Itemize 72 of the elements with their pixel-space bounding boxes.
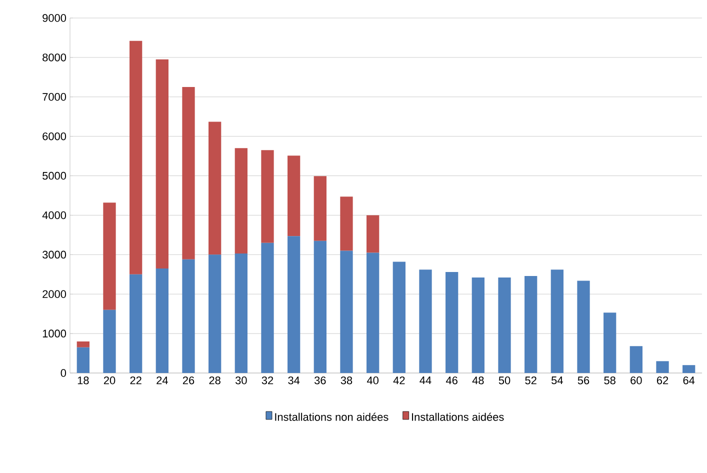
bar <box>314 176 326 241</box>
bar <box>366 215 380 253</box>
bar <box>261 150 274 243</box>
x-tick-label: 26 <box>182 376 194 384</box>
bar <box>340 250 353 373</box>
x-tick-label: 38 <box>340 376 352 384</box>
x-tick-label: 44 <box>420 376 432 384</box>
bar <box>103 202 116 310</box>
x-tick-label: 60 <box>630 376 642 384</box>
x-tick-label: 32 <box>262 376 274 384</box>
bar <box>682 365 696 373</box>
x-tick-label: 52 <box>525 376 536 384</box>
bar <box>156 268 168 373</box>
x-tick-label: 18 <box>78 376 89 384</box>
bar <box>604 312 616 373</box>
y-tick-label: 7000 <box>42 93 66 101</box>
x-tick-label: 20 <box>104 376 116 384</box>
bar <box>524 276 538 373</box>
x-tick-label: 56 <box>578 376 590 384</box>
x-tick-label: 22 <box>130 376 142 384</box>
bar <box>234 253 248 373</box>
y-tick-label: 8000 <box>42 54 66 62</box>
y-tick-label: 4000 <box>42 211 66 220</box>
bar <box>340 196 353 251</box>
bar <box>182 87 195 260</box>
y-tick-label: 6000 <box>42 132 66 140</box>
bar <box>314 240 326 373</box>
bar <box>130 40 142 274</box>
legend-label: Installations non aidées <box>275 412 388 421</box>
bar <box>76 341 90 348</box>
bar <box>656 361 669 373</box>
y-tick-label: 3000 <box>42 250 66 259</box>
x-tick-label: 40 <box>366 376 378 384</box>
x-tick-label: 42 <box>393 376 405 384</box>
x-tick-label: 34 <box>288 376 300 384</box>
bar <box>288 236 300 373</box>
bar <box>288 156 300 236</box>
bar <box>156 59 168 268</box>
x-tick-label: 24 <box>156 376 168 384</box>
bar <box>498 278 511 373</box>
bar <box>577 280 590 373</box>
x-tick-label: 36 <box>314 376 326 384</box>
x-tick-label: 54 <box>552 376 563 384</box>
bar <box>550 270 564 373</box>
bar <box>103 310 116 373</box>
bar <box>130 274 142 373</box>
y-tick-label: 0 <box>60 369 66 377</box>
x-tick-label: 28 <box>209 376 220 384</box>
bar <box>472 278 484 373</box>
bar <box>182 259 195 373</box>
y-tick-label: 1000 <box>42 330 66 338</box>
y-tick-label: 9000 <box>42 14 66 22</box>
x-tick-label: 30 <box>235 376 247 384</box>
y-tick-label: 2000 <box>42 290 66 298</box>
y-tick-label: 5000 <box>42 172 66 180</box>
bar <box>208 254 222 373</box>
bar <box>76 347 90 373</box>
bar <box>392 262 406 373</box>
legend-label: Installations aidées <box>412 412 504 421</box>
bar <box>446 272 458 373</box>
x-tick-label: 46 <box>446 376 458 384</box>
x-tick-label: 50 <box>498 376 510 384</box>
bar <box>419 270 432 373</box>
bar <box>261 242 274 373</box>
x-tick-label: 58 <box>604 376 616 384</box>
bar <box>366 252 380 373</box>
bar <box>208 122 222 255</box>
x-tick-label: 64 <box>683 376 695 384</box>
x-tick-label: 62 <box>656 376 668 384</box>
x-tick-label: 48 <box>472 376 484 384</box>
bar <box>234 148 248 254</box>
bar <box>630 346 642 373</box>
